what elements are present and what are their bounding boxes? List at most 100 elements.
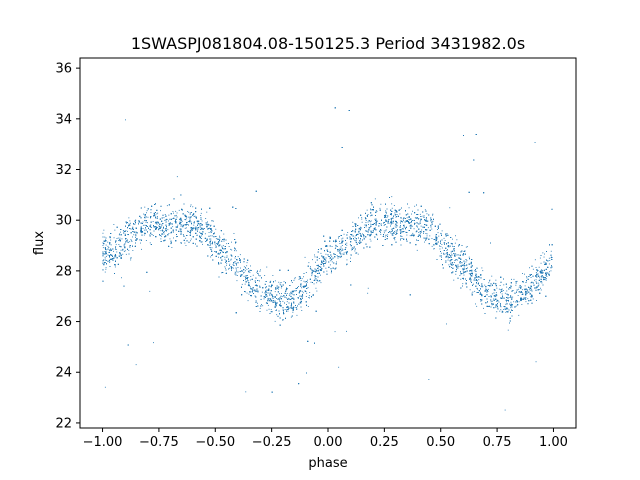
data-point [308,297,310,298]
data-point [233,233,235,234]
data-point [385,220,386,222]
data-point [499,304,501,306]
data-point [303,280,305,282]
data-point [237,267,239,268]
data-point [358,217,359,219]
data-point [260,269,261,271]
data-point [270,309,272,310]
data-point [346,264,347,266]
data-point [524,285,526,287]
data-point [156,213,158,215]
data-point [521,289,523,291]
data-point [448,246,450,248]
data-point [287,310,289,312]
data-point [217,238,218,240]
data-point [175,229,177,231]
data-point [259,285,261,287]
data-point [503,309,505,310]
data-point [127,239,128,241]
data-point [200,224,202,226]
data-point [491,300,493,302]
data-point [413,228,415,230]
data-point [480,291,481,293]
data-point [383,230,385,232]
data-point [335,244,337,246]
data-point [488,282,490,284]
data-point [535,272,537,273]
data-point [495,294,497,296]
data-point [376,210,378,212]
data-point [138,222,140,223]
data-point [496,311,498,313]
data-point [118,240,120,241]
data-point [518,301,520,303]
data-point [475,275,476,276]
data-point [215,228,217,230]
data-point [447,257,449,259]
data-point [147,222,148,224]
data-point [244,270,246,272]
data-point [289,306,291,308]
data-point [161,229,163,231]
data-point [193,216,195,217]
data-point [205,241,206,242]
data-point [346,244,348,246]
data-point [354,236,356,238]
data-point [271,293,272,295]
data-point [184,215,186,217]
data-point [440,232,442,234]
data-point [102,242,104,244]
data-point [125,253,127,255]
data-point [394,239,396,241]
data-point [104,258,106,260]
data-point [314,271,316,272]
data-point [542,273,544,274]
data-point [390,219,392,220]
data-point [446,323,447,325]
data-point [528,289,530,291]
data-point [142,221,144,223]
data-point [247,300,249,302]
data-point [210,239,212,241]
data-point [435,242,436,244]
data-point [453,264,454,266]
data-point [329,258,331,260]
data-point [395,216,397,218]
data-point [326,246,327,247]
data-point [550,270,552,272]
data-point [496,287,498,289]
data-point [384,236,386,238]
data-point [380,225,382,226]
data-point [306,292,308,294]
data-point [107,241,109,243]
data-point [395,227,397,228]
data-point [176,212,178,214]
data-point [496,295,498,296]
data-point [463,265,465,267]
data-point [104,386,106,388]
data-point [262,305,264,307]
data-point [538,266,540,268]
data-point [369,227,371,229]
data-point [517,295,519,296]
data-point [221,247,223,248]
data-point [540,287,541,289]
data-point [450,262,452,264]
data-point [243,266,245,268]
data-point [540,289,542,291]
data-point [356,252,358,254]
data-point [411,213,412,215]
data-point [496,294,498,295]
data-point [228,246,230,247]
data-point [288,298,290,300]
data-point [180,233,181,235]
data-point [441,244,443,245]
data-point [513,301,515,303]
data-point [325,267,327,269]
data-point [424,209,426,211]
data-point [298,278,300,280]
data-point [501,311,503,313]
data-point [549,271,550,273]
data-point [437,229,438,230]
data-point [424,241,425,243]
